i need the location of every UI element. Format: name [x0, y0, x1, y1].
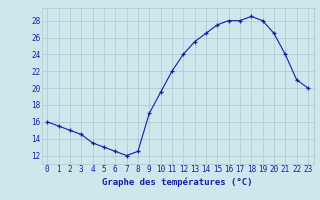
- X-axis label: Graphe des températures (°C): Graphe des températures (°C): [102, 177, 253, 187]
